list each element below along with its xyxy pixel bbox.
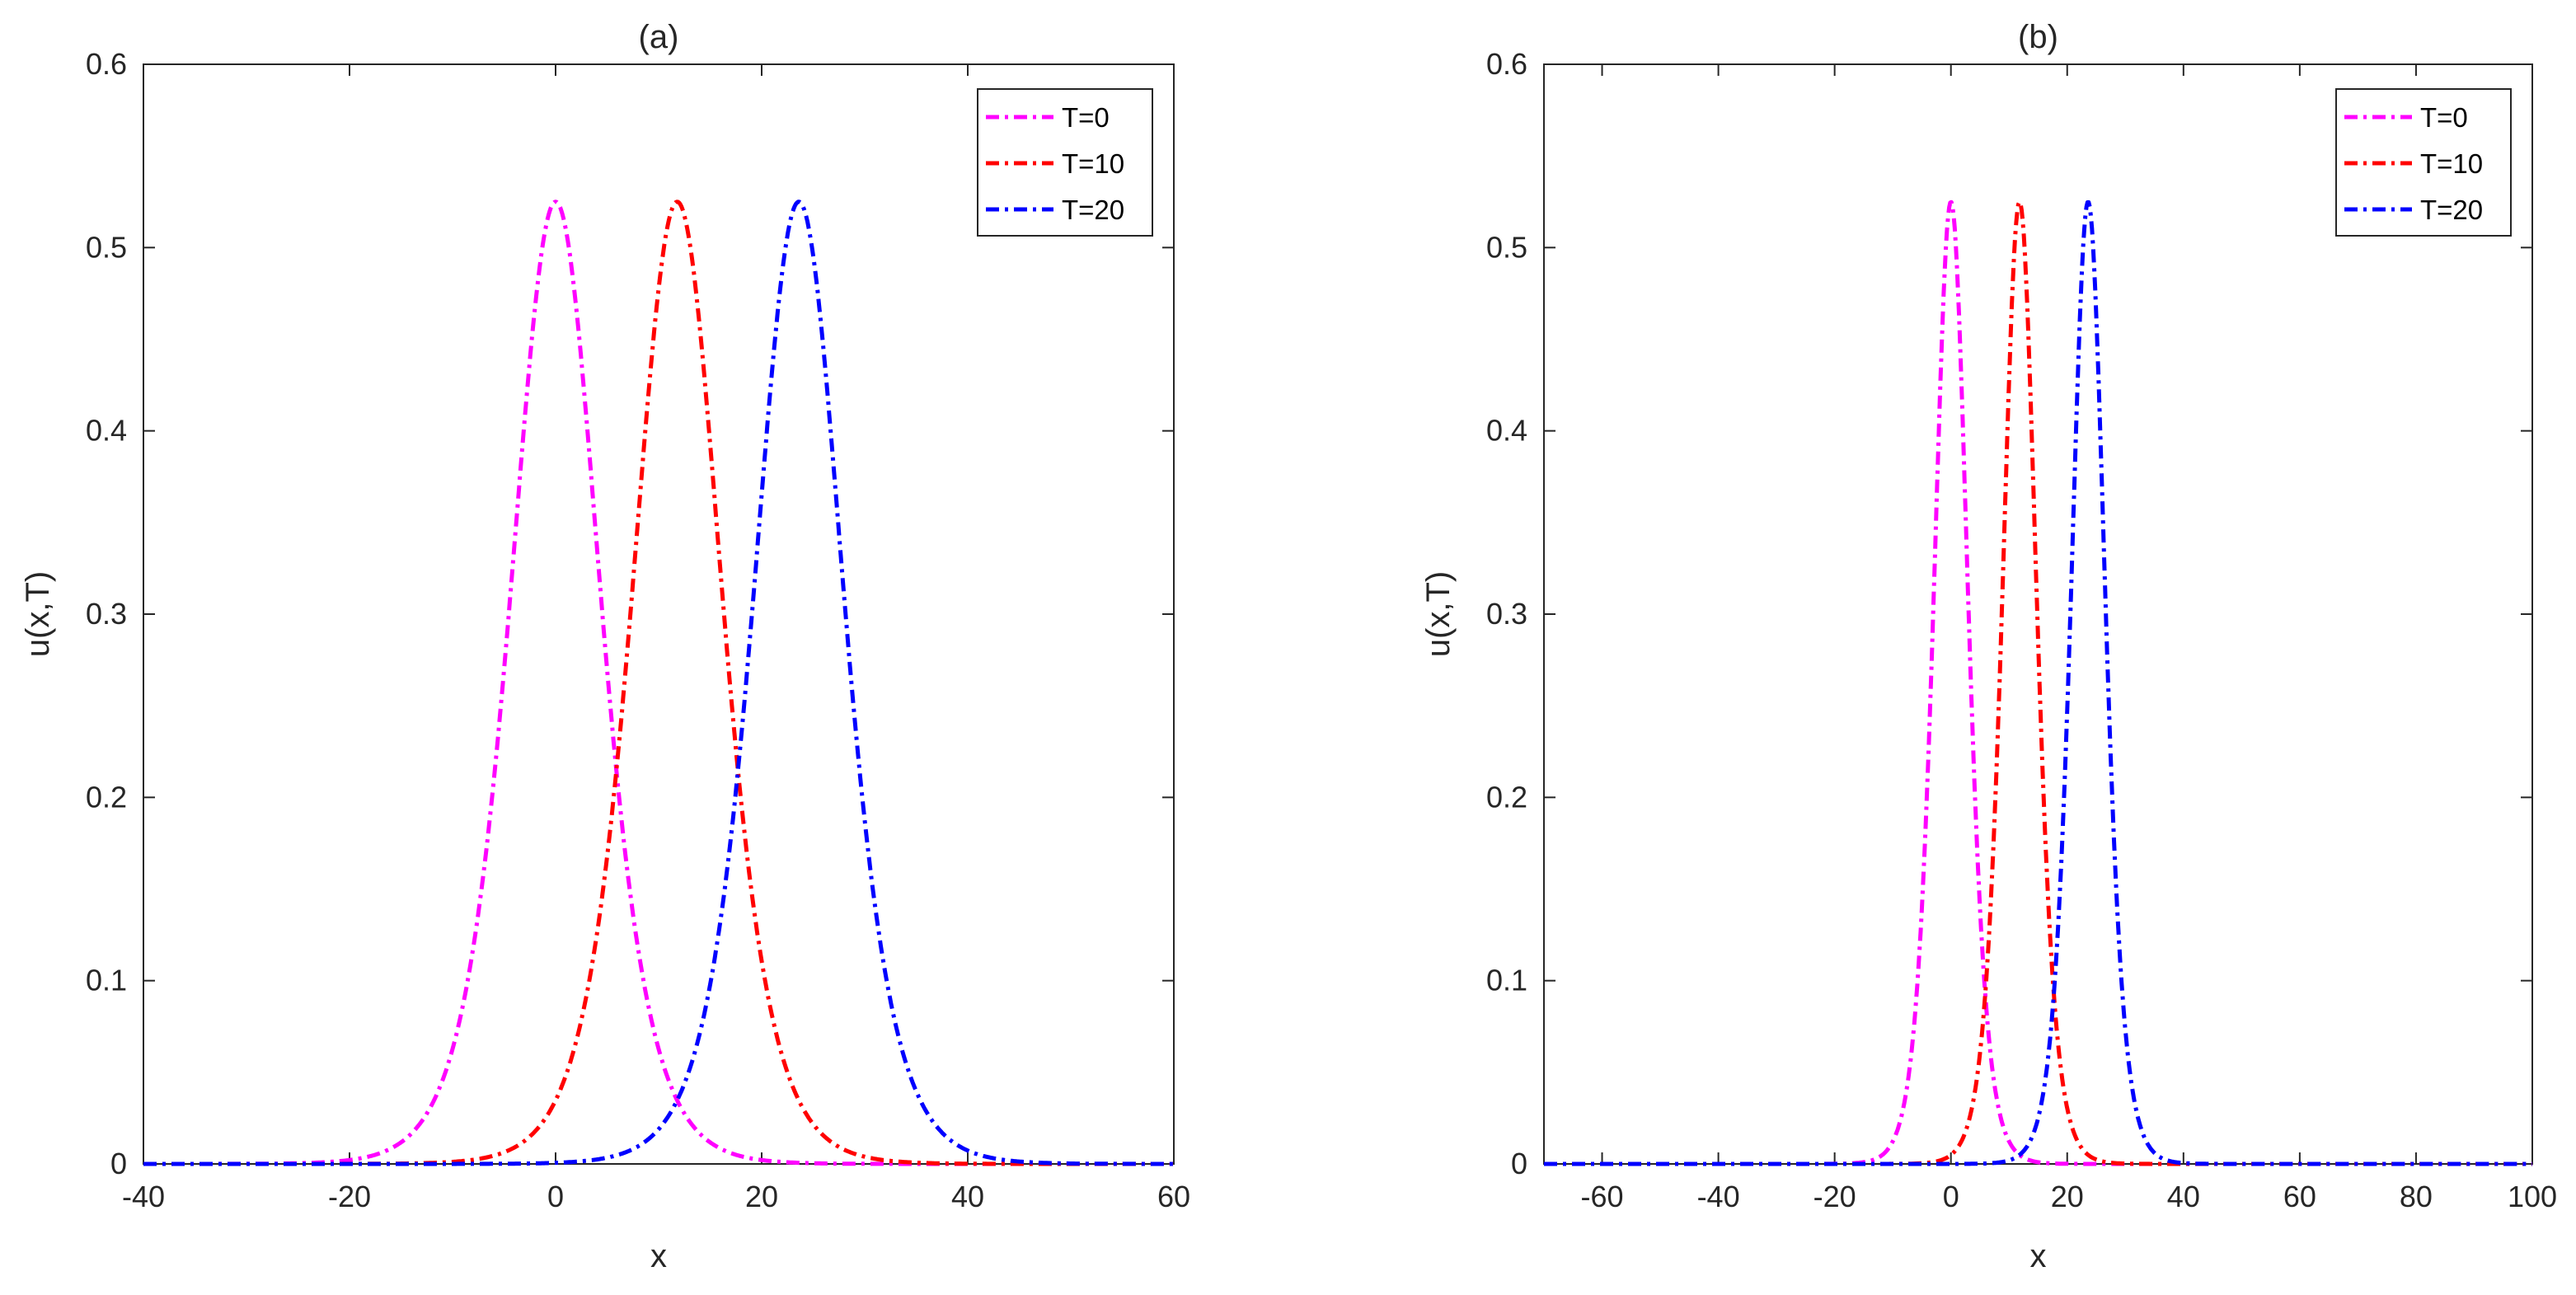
series-line-t-20: [1542, 199, 2534, 1166]
x-tick-label: -40: [122, 1180, 165, 1213]
y-axis-label: u(x,T): [1420, 571, 1457, 657]
y-tick-label: 0.1: [1486, 964, 1527, 997]
x-tick-label: 40: [951, 1180, 984, 1213]
plot-area: [143, 63, 1175, 1165]
panel-b: -60 -40 -20 0 20 40 60 80 100 0 0.1 0.2 0.3 0.4 0.5 0.6…: [1420, 19, 2557, 1274]
y-tick-label: 0.4: [1486, 414, 1527, 448]
x-tick-label: -20: [328, 1180, 371, 1213]
legend-label: T=20: [1062, 195, 1124, 225]
x-tick-label: 100: [2508, 1180, 2557, 1213]
plot-area: [1543, 63, 2533, 1165]
legend: T=0 T=10 T=20: [2335, 88, 2512, 237]
x-tick-label: 0: [1943, 1180, 1959, 1213]
legend-label: T=20: [2420, 195, 2483, 225]
y-tick-label: 0.5: [86, 230, 127, 264]
x-tick-label: 80: [2400, 1180, 2433, 1213]
x-tick-label: 60: [1157, 1180, 1190, 1213]
y-tick-label: 0.2: [86, 780, 127, 814]
y-tick-label: 0.5: [1486, 230, 1527, 264]
series-line-t-20: [142, 199, 1175, 1166]
legend-label: T=10: [2420, 148, 2483, 179]
y-tick-label: 0.2: [1486, 780, 1527, 814]
y-tick-label: 0.3: [86, 597, 127, 631]
x-tick-label: 60: [2283, 1180, 2316, 1213]
y-tick-label: 0.1: [86, 964, 127, 997]
y-tick-label: 0: [1511, 1147, 1527, 1180]
x-tick-label: 20: [2051, 1180, 2084, 1213]
legend-label: T=10: [1062, 148, 1124, 179]
legend: T=0 T=10 T=20: [977, 88, 1153, 237]
x-tick-label: -60: [1581, 1180, 1624, 1213]
x-tick-label: 20: [745, 1180, 778, 1213]
x-tick-label: -20: [1814, 1180, 1856, 1213]
x-tick-label: 0: [547, 1180, 564, 1213]
x-axis-label: x: [2030, 1238, 2047, 1274]
panel-a: -40 -20 0 20 40 60 0 0.1 0.2 0.3 0.4 0.5 0.6 (a) x u(x,…: [20, 19, 1190, 1274]
x-tick-label: 40: [2167, 1180, 2200, 1213]
y-axis-label: u(x,T): [20, 571, 56, 657]
y-tick-label: 0.6: [1486, 47, 1527, 81]
y-tick-label: 0.3: [1486, 597, 1527, 631]
y-tick-label: 0: [110, 1147, 127, 1180]
panel-title: (a): [639, 19, 679, 55]
legend-label: T=0: [1062, 102, 1110, 133]
y-tick-label: 0.4: [86, 414, 127, 448]
panel-title: (b): [2018, 19, 2058, 55]
x-tick-label: -40: [1697, 1180, 1740, 1213]
legend-label: T=0: [2420, 102, 2468, 133]
x-axis-label: x: [650, 1238, 667, 1274]
y-tick-label: 0.6: [86, 47, 127, 81]
